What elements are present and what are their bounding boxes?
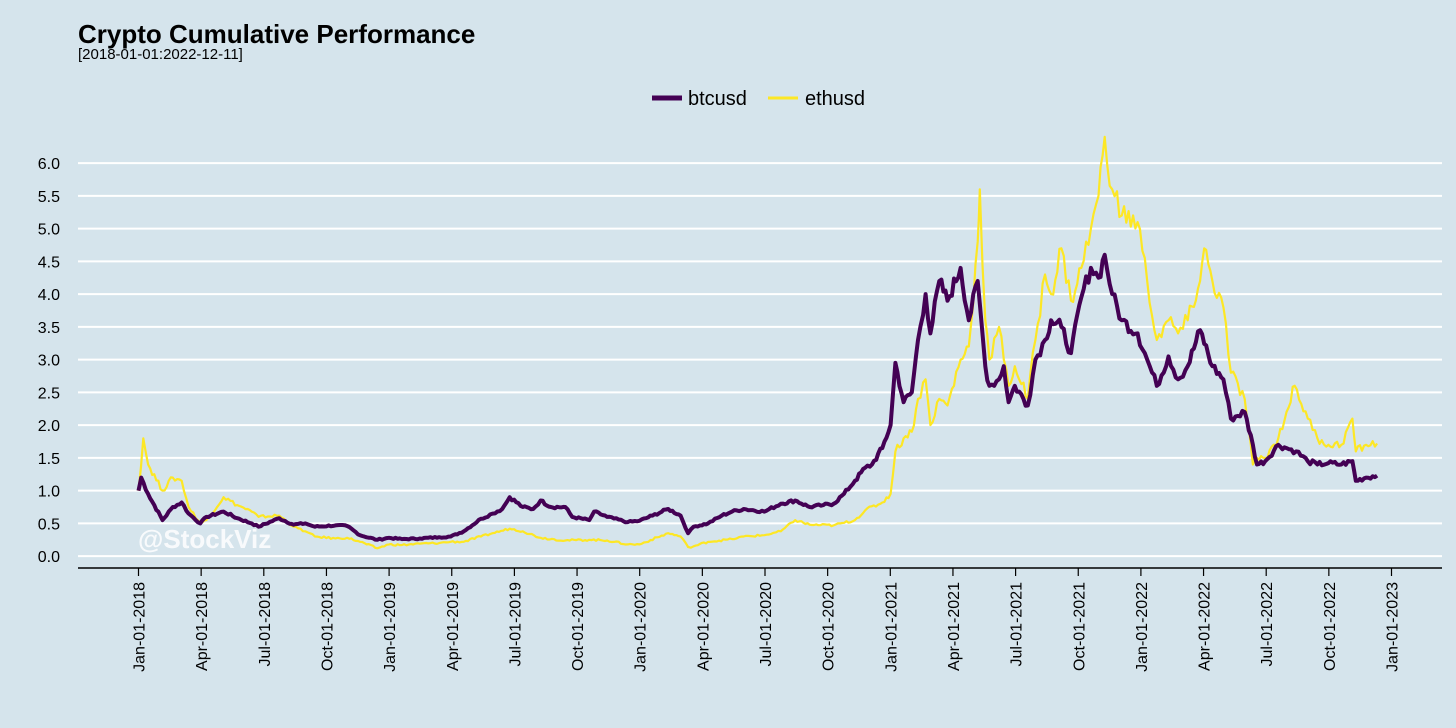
y-tick-label: 2.5 bbox=[38, 385, 60, 402]
x-tick-label: Jul-01-2021 bbox=[1009, 582, 1026, 667]
x-tick-label: Oct-01-2019 bbox=[570, 582, 587, 671]
x-tick-label: Jul-01-2022 bbox=[1259, 582, 1276, 667]
y-tick-label: 5.5 bbox=[38, 189, 60, 206]
x-axis: Jan-01-2018 Apr-01-2018 Jul-01-2018 Oct-01-… bbox=[78, 567, 1442, 672]
y-tick-label: 1.5 bbox=[38, 451, 60, 468]
x-tick-label: Jan-01-2023 bbox=[1385, 582, 1402, 672]
grid-lines bbox=[78, 162, 1442, 558]
x-tick-label: Apr-01-2019 bbox=[445, 582, 462, 671]
x-tick-label: Jul-01-2019 bbox=[507, 582, 524, 667]
chart-subtitle: [2018-01-01:2022-12-11] bbox=[78, 46, 243, 63]
x-tick-label: Apr-01-2021 bbox=[946, 582, 963, 671]
x-tick-label: Apr-01-2022 bbox=[1197, 582, 1214, 671]
y-tick-label: 4.5 bbox=[38, 254, 60, 271]
y-tick-label: 0.5 bbox=[38, 516, 60, 533]
chart-title: Crypto Cumulative Performance bbox=[78, 19, 476, 49]
y-tick-label: 5.0 bbox=[38, 222, 60, 239]
series-line-btcusd bbox=[136, 252, 1379, 542]
x-tick-label: Apr-01-2020 bbox=[695, 582, 712, 671]
series-line-ethusd bbox=[137, 135, 1378, 550]
x-tick-label: Jan-01-2022 bbox=[1134, 582, 1151, 672]
y-tick-label: 0.0 bbox=[38, 549, 60, 566]
x-tick-label: Oct-01-2022 bbox=[1322, 582, 1339, 671]
legend-label-ethusd: ethusd bbox=[805, 88, 865, 110]
y-tick-label: 6.0 bbox=[38, 156, 60, 173]
y-tick-label: 3.5 bbox=[38, 320, 60, 337]
x-tick-label: Oct-01-2021 bbox=[1071, 582, 1088, 671]
watermark-text: @StockViz bbox=[138, 524, 271, 554]
y-tick-label: 3.0 bbox=[38, 353, 60, 370]
legend: btcusd ethusd bbox=[652, 88, 865, 110]
x-tick-label: Jul-01-2020 bbox=[758, 582, 775, 667]
x-tick-label: Jul-01-2018 bbox=[257, 582, 274, 667]
series-layer bbox=[136, 135, 1379, 550]
x-tick-label: Apr-01-2018 bbox=[194, 582, 211, 671]
y-tick-label: 2.0 bbox=[38, 418, 60, 435]
legend-label-btcusd: btcusd bbox=[688, 88, 747, 110]
x-tick-label: Oct-01-2018 bbox=[319, 582, 336, 671]
x-tick-label: Jan-01-2019 bbox=[382, 582, 399, 672]
x-tick-label: Jan-01-2021 bbox=[883, 582, 900, 672]
x-tick-label: Jan-01-2018 bbox=[132, 582, 149, 672]
y-tick-label: 4.0 bbox=[38, 287, 60, 304]
x-tick-label: Oct-01-2020 bbox=[821, 582, 838, 671]
x-tick-label: Jan-01-2020 bbox=[633, 582, 650, 672]
y-tick-label: 1.0 bbox=[38, 484, 60, 501]
y-axis-ticks: 0.0 0.5 1.0 1.5 2.0 2.5 3.0 3.5 4.0 4.5 5.0 5.5 6.0 bbox=[38, 156, 60, 566]
